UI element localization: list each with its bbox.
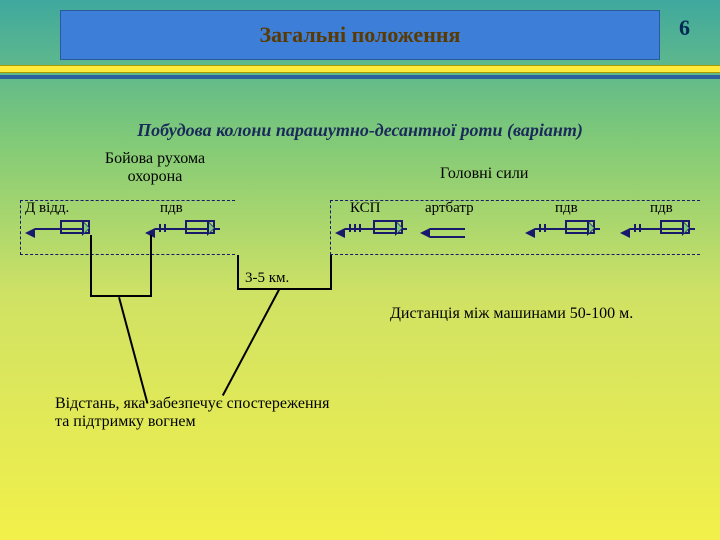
stripe-yellow bbox=[0, 65, 720, 73]
pointer-2 bbox=[222, 289, 280, 396]
group1-label: Бойова рухома охорона bbox=[85, 150, 225, 186]
group2-label: Головні сили bbox=[440, 165, 528, 183]
stripe-blue bbox=[0, 75, 720, 79]
inner-bracket-left bbox=[90, 235, 92, 295]
gap-bracket-bottom bbox=[237, 288, 332, 290]
gap-bracket-left bbox=[237, 255, 239, 288]
unit-label: Д відд. bbox=[25, 200, 69, 217]
page-title: Загальні положення bbox=[260, 22, 461, 48]
gap-bracket-right bbox=[330, 255, 332, 288]
unit-label: артбатр bbox=[425, 200, 474, 217]
header-bar: Загальні положення bbox=[60, 10, 660, 60]
unit-label: КСП bbox=[350, 200, 380, 217]
gap-label: 3-5 км. bbox=[245, 270, 289, 287]
pointer-1 bbox=[118, 297, 148, 404]
distance-note: Дистанція між машинами 50-100 м. bbox=[390, 305, 633, 323]
observation-note: Відстань, яка забезпечує спостереження т… bbox=[55, 395, 329, 431]
unit-label: пдв bbox=[160, 200, 183, 217]
subtitle: Побудова колони парашутно-десантної роти… bbox=[0, 120, 720, 141]
unit-label: пдв bbox=[650, 200, 673, 217]
page-number: 6 bbox=[679, 15, 690, 41]
inner-bracket-right bbox=[150, 235, 152, 295]
inner-bracket-bottom bbox=[90, 295, 152, 297]
unit-label: пдв bbox=[555, 200, 578, 217]
